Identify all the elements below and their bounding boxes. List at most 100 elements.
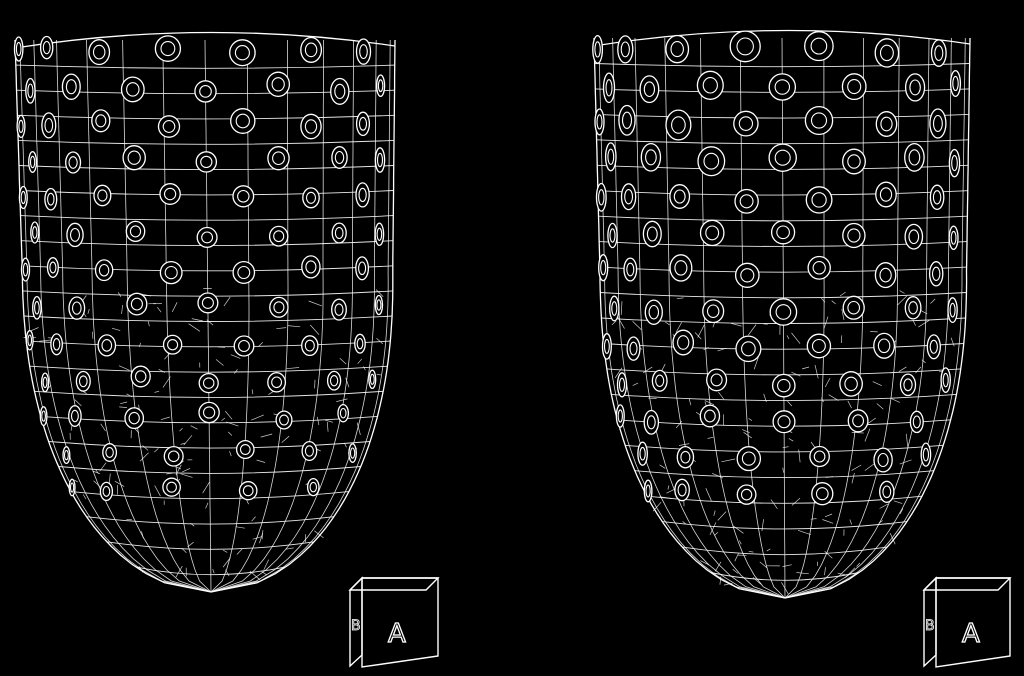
ring-inner: [279, 414, 289, 426]
mesh-texture-stroke: [791, 497, 801, 506]
ring-inner: [376, 299, 382, 311]
ring-outer: [702, 299, 725, 324]
mesh-texture-stroke: [181, 548, 187, 554]
ring-inner: [815, 487, 829, 501]
mesh-texture-stroke: [717, 511, 727, 521]
mesh-texture-stroke: [752, 577, 762, 585]
ring-inner: [626, 262, 635, 277]
ring-outer: [337, 403, 350, 423]
ring-marker: [337, 403, 350, 423]
mesh-texture-stroke: [782, 564, 792, 567]
cube-front-label: A: [962, 619, 980, 649]
ring-marker: [643, 409, 660, 435]
ring-outer: [644, 299, 663, 325]
ring-marker: [928, 261, 944, 287]
ring-inner: [44, 117, 54, 133]
ring-inner: [305, 191, 317, 204]
mesh-texture-stroke: [179, 428, 183, 432]
ring-outer: [842, 148, 866, 175]
mesh-texture-stroke: [99, 462, 107, 472]
ring-outer: [40, 372, 50, 393]
ring-inner: [847, 154, 861, 169]
ring-outer: [811, 482, 834, 506]
ring-marker: [28, 151, 38, 173]
ring-marker: [929, 184, 945, 211]
mesh-texture-stroke: [251, 414, 264, 421]
ring-marker: [811, 482, 834, 506]
mesh-longitude: [210, 39, 289, 593]
ring-marker: [665, 34, 690, 64]
ring-outer: [195, 151, 218, 173]
mesh-texture-stroke: [190, 425, 198, 430]
ring-marker: [734, 188, 759, 214]
ring-marker: [842, 148, 866, 175]
ring-outer: [198, 401, 220, 424]
ring-inner: [611, 301, 618, 316]
ring-marker: [355, 182, 370, 208]
ring-inner: [358, 187, 367, 203]
mesh-texture-stroke: [761, 519, 764, 532]
mesh-texture-stroke: [114, 480, 125, 487]
ring-marker: [623, 257, 638, 282]
ring-inner: [202, 377, 215, 389]
mesh-texture-stroke: [162, 376, 171, 388]
mesh-texture-stroke: [851, 464, 862, 471]
mesh-texture-stroke: [225, 421, 239, 427]
ring-inner: [598, 189, 605, 206]
mesh-texture-stroke: [718, 391, 725, 400]
ring-marker: [20, 257, 31, 282]
ring-marker: [904, 296, 922, 320]
ring-marker: [771, 373, 796, 398]
mesh-texture-stroke: [141, 531, 144, 539]
ring-inner: [334, 150, 345, 165]
ring-outer: [807, 255, 831, 280]
ring-inner: [242, 485, 254, 497]
ring-outer: [734, 262, 760, 288]
ring-marker: [194, 80, 217, 103]
mesh-texture-stroke: [287, 325, 301, 328]
ring-inner: [617, 409, 623, 423]
ring-inner: [738, 116, 754, 131]
mesh-texture-stroke: [187, 541, 194, 548]
ring-marker: [13, 36, 24, 62]
mesh-texture-stroke: [632, 321, 642, 331]
ring-inner: [339, 407, 347, 419]
ring-outer: [594, 108, 605, 136]
ring-inner: [645, 149, 657, 166]
ring-outer: [20, 257, 31, 282]
ring-outer: [809, 445, 830, 468]
ring-marker: [806, 333, 832, 359]
ring-inner: [648, 304, 660, 320]
mesh-texture-stroke: [157, 306, 162, 313]
ring-outer: [948, 148, 961, 178]
ring-outer: [770, 220, 796, 245]
mesh-texture-stroke: [148, 302, 156, 305]
ring-marker: [25, 77, 36, 104]
ring-outer: [198, 372, 219, 394]
ring-outer: [734, 188, 759, 214]
ring-outer: [374, 147, 386, 173]
ring-inner: [810, 112, 828, 129]
mesh-texture-stroke: [876, 403, 884, 410]
ring-marker: [30, 221, 40, 244]
ring-inner: [334, 303, 344, 316]
ring-marker: [602, 72, 616, 104]
ring-outer: [61, 73, 81, 100]
mesh-texture-stroke: [899, 290, 905, 294]
mesh-texture-stroke: [261, 571, 268, 576]
ring-outer: [733, 110, 759, 137]
mesh-texture-stroke: [357, 358, 363, 364]
mesh-texture-stroke: [748, 324, 757, 336]
ring-inner: [71, 301, 82, 315]
ring-marker: [592, 34, 604, 64]
ring-marker: [196, 226, 218, 248]
ring-marker: [769, 298, 798, 326]
ring-marker: [805, 186, 833, 214]
cube-side-label: B: [351, 618, 361, 634]
mesh-texture-stroke: [717, 347, 727, 352]
ring-marker: [331, 146, 348, 169]
ring-inner: [942, 372, 949, 388]
ring-inner: [126, 82, 140, 97]
ring-marker: [940, 367, 951, 393]
